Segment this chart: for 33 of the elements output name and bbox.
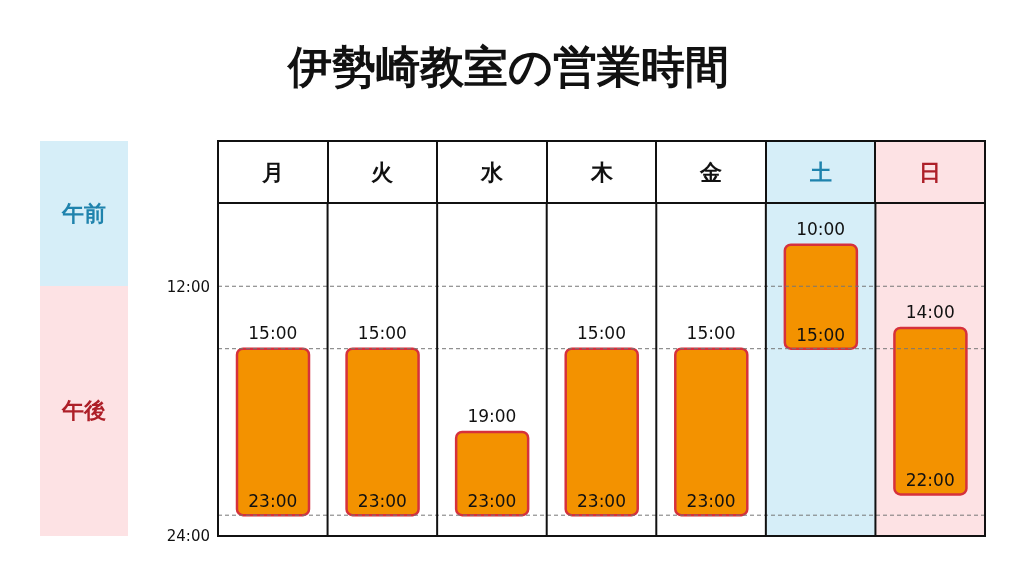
annotation: 23:00	[685, 491, 737, 512]
annotation: 19:00	[466, 405, 518, 426]
label-box: 午後	[40, 286, 128, 536]
bar	[345, 347, 420, 517]
x-tick-label: 木	[589, 160, 614, 185]
annotation: 14:00	[904, 301, 956, 322]
annotation: 15:00	[356, 322, 408, 343]
annotation: 23:00	[466, 491, 518, 512]
bar	[893, 326, 968, 496]
bar	[564, 347, 639, 517]
x-tick-label: 日	[919, 160, 942, 185]
x-tick-label: 金	[699, 160, 723, 185]
annotation: 10:00	[795, 218, 847, 239]
x-tick-label: 火	[371, 160, 395, 185]
x-tick-label: 土	[808, 160, 832, 185]
bar	[674, 347, 749, 517]
annotation: 23:00	[576, 491, 627, 512]
y-tick-label: 24:00	[166, 527, 210, 546]
annotation: 22:00	[904, 470, 956, 491]
bar	[454, 430, 530, 517]
annotation: 15:00	[795, 324, 847, 345]
x-tick-label: 月	[260, 160, 284, 185]
annotation: 15:00	[576, 322, 627, 343]
annotation: 15:00	[685, 322, 737, 343]
label-box: 午前	[40, 141, 128, 287]
bar	[783, 243, 859, 350]
chart-title: 伊勢崎教室の営業時間	[286, 40, 730, 94]
annotation: 23:00	[356, 491, 408, 512]
bar	[235, 347, 311, 517]
x-tick-label: 水	[479, 160, 504, 185]
y-tick-label: 12:00	[166, 277, 210, 296]
annotation: 15:00	[247, 322, 299, 343]
annotation: 23:00	[247, 491, 299, 512]
